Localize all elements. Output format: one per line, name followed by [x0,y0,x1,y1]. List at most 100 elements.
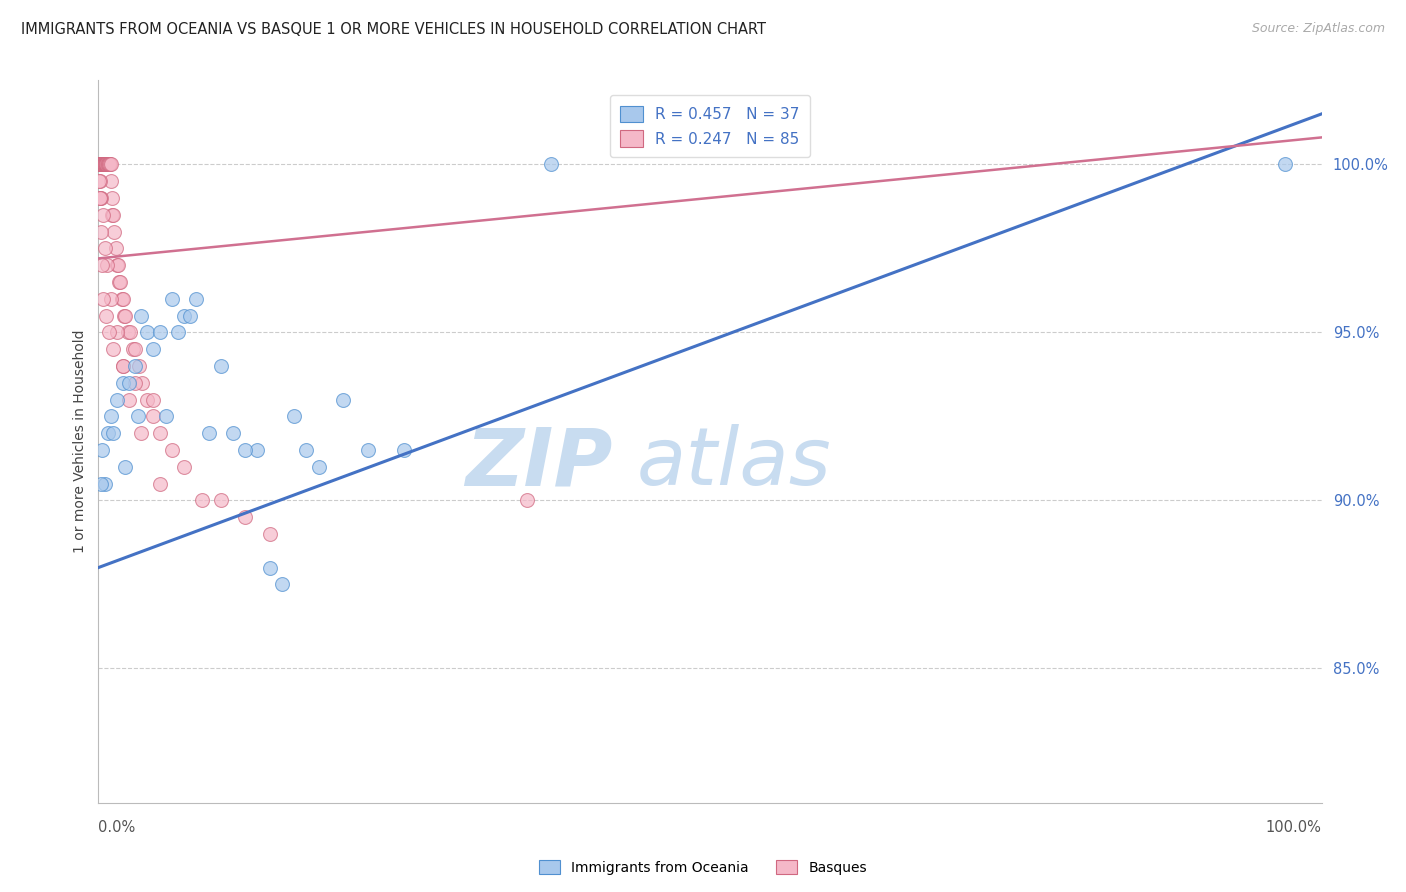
Point [94,157,117,171]
Point [89,157,111,171]
Point [98,326,121,340]
Point [160,292,183,306]
Point [91,157,114,171]
Point [173,459,195,474]
Point [96,258,118,272]
Point [392,442,416,457]
Point [93,241,115,255]
Point [89,157,111,171]
Point [101,191,124,205]
Point [111,376,134,390]
Point [111,359,134,373]
Point [96,157,118,171]
Point [186,292,208,306]
Point [142,409,165,424]
Point [131,376,153,390]
Point [97,157,120,171]
Point [93,476,115,491]
Point [98,157,121,171]
Point [90,157,112,171]
Point [90,476,112,491]
Point [91,157,114,171]
Point [149,326,172,340]
Point [90,225,112,239]
Point [118,376,141,390]
Point [516,493,538,508]
Point [110,275,132,289]
Point [114,309,136,323]
Point [97,426,120,441]
Point [94,157,117,171]
Point [136,392,159,407]
Point [160,442,183,457]
Point [118,392,141,407]
Text: 100.0%: 100.0% [1265,820,1322,835]
Point [142,392,165,407]
Point [91,157,114,171]
Point [540,157,562,171]
Point [89,174,111,188]
Point [93,157,115,171]
Point [100,174,122,188]
Point [91,157,114,171]
Legend: Immigrants from Oceania, Basques: Immigrants from Oceania, Basques [533,855,873,880]
Point [155,409,177,424]
Point [105,392,128,407]
Point [101,208,124,222]
Point [233,510,256,524]
Point [179,309,201,323]
Point [97,157,120,171]
Point [246,442,269,457]
Point [259,527,281,541]
Point [89,157,111,171]
Point [91,292,114,306]
Text: 0.0%: 0.0% [98,820,135,835]
Point [101,426,124,441]
Point [124,376,146,390]
Point [149,426,172,441]
Point [89,191,111,205]
Point [120,326,142,340]
Point [90,157,112,171]
Point [124,359,146,373]
Point [112,309,135,323]
Point [108,275,131,289]
Point [94,157,117,171]
Y-axis label: 1 or more Vehicles in Household: 1 or more Vehicles in Household [73,330,87,553]
Point [93,157,115,171]
Point [191,493,214,508]
Point [356,442,378,457]
Point [128,359,150,373]
Point [129,309,152,323]
Point [111,292,134,306]
Point [89,174,111,188]
Point [197,426,219,441]
Point [94,157,117,171]
Point [100,409,122,424]
Point [91,157,114,171]
Point [1274,157,1296,171]
Text: ZIP: ZIP [465,425,612,502]
Point [105,258,128,272]
Point [149,476,172,491]
Point [105,326,128,340]
Point [90,157,112,171]
Point [93,157,115,171]
Point [332,392,354,407]
Point [259,560,281,574]
Point [87,157,110,171]
Point [91,442,114,457]
Point [101,208,124,222]
Text: atlas: atlas [637,425,831,502]
Point [283,409,305,424]
Point [111,292,134,306]
Point [94,309,117,323]
Point [111,359,134,373]
Point [93,157,115,171]
Point [101,342,124,356]
Point [91,258,114,272]
Point [308,459,330,474]
Point [136,326,159,340]
Point [233,442,256,457]
Point [89,157,111,171]
